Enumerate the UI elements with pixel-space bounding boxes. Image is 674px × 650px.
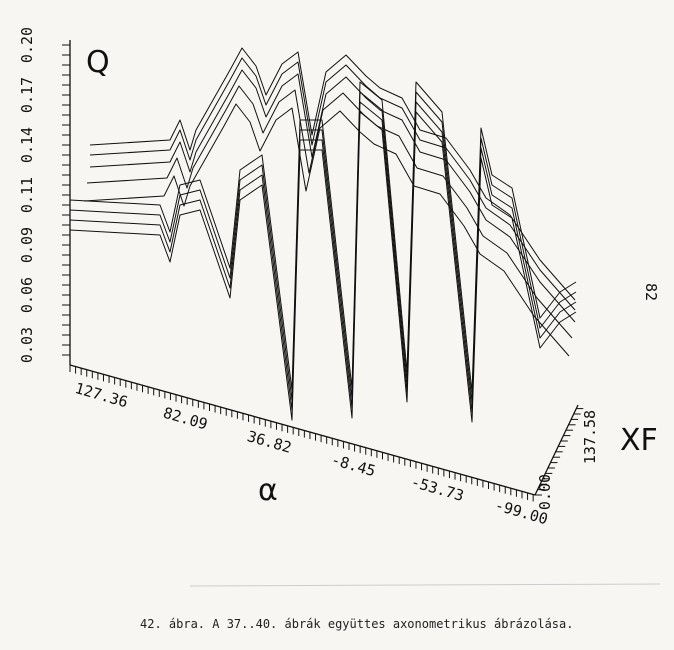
surface-plot xyxy=(69,47,577,423)
z-tick-label: 0.14 xyxy=(18,127,36,163)
z-tick-label: 0.03 xyxy=(18,327,36,363)
z-tick-label: 0.11 xyxy=(18,177,36,213)
x-tick-label: -8.45 xyxy=(329,451,377,481)
y-axis-line xyxy=(534,404,579,496)
y-tick-label: 0.00 xyxy=(536,474,554,510)
x-tick-label: 36.82 xyxy=(245,427,293,457)
z-axis-label: Q xyxy=(86,45,110,80)
y-axis-label: XF xyxy=(620,423,658,458)
curve xyxy=(69,91,577,403)
z-tick-label: 0.09 xyxy=(18,227,36,263)
x-tick-label: 127.36 xyxy=(73,379,130,411)
x-axis-label: α xyxy=(258,473,278,508)
curve xyxy=(69,81,577,393)
curve xyxy=(89,47,576,301)
z-tick-label: 0.06 xyxy=(18,277,36,313)
caption: 42. ábra. A 37..40. ábrák együttes axono… xyxy=(140,617,573,631)
rule xyxy=(189,583,661,587)
curve xyxy=(86,85,573,339)
y-tick-label: 137.58 xyxy=(581,410,599,464)
curve xyxy=(83,103,570,357)
x-axis-line xyxy=(69,364,536,496)
x-tick-label: 82.09 xyxy=(161,404,209,434)
x-tick-label: -53.73 xyxy=(409,473,466,505)
z-tick-label: 0.20 xyxy=(18,27,36,63)
curve xyxy=(69,111,577,423)
curve xyxy=(89,57,576,311)
page-number: 82 xyxy=(642,283,660,301)
z-tick-label: 0.17 xyxy=(18,77,36,113)
axes xyxy=(69,40,579,496)
curve xyxy=(69,101,577,413)
